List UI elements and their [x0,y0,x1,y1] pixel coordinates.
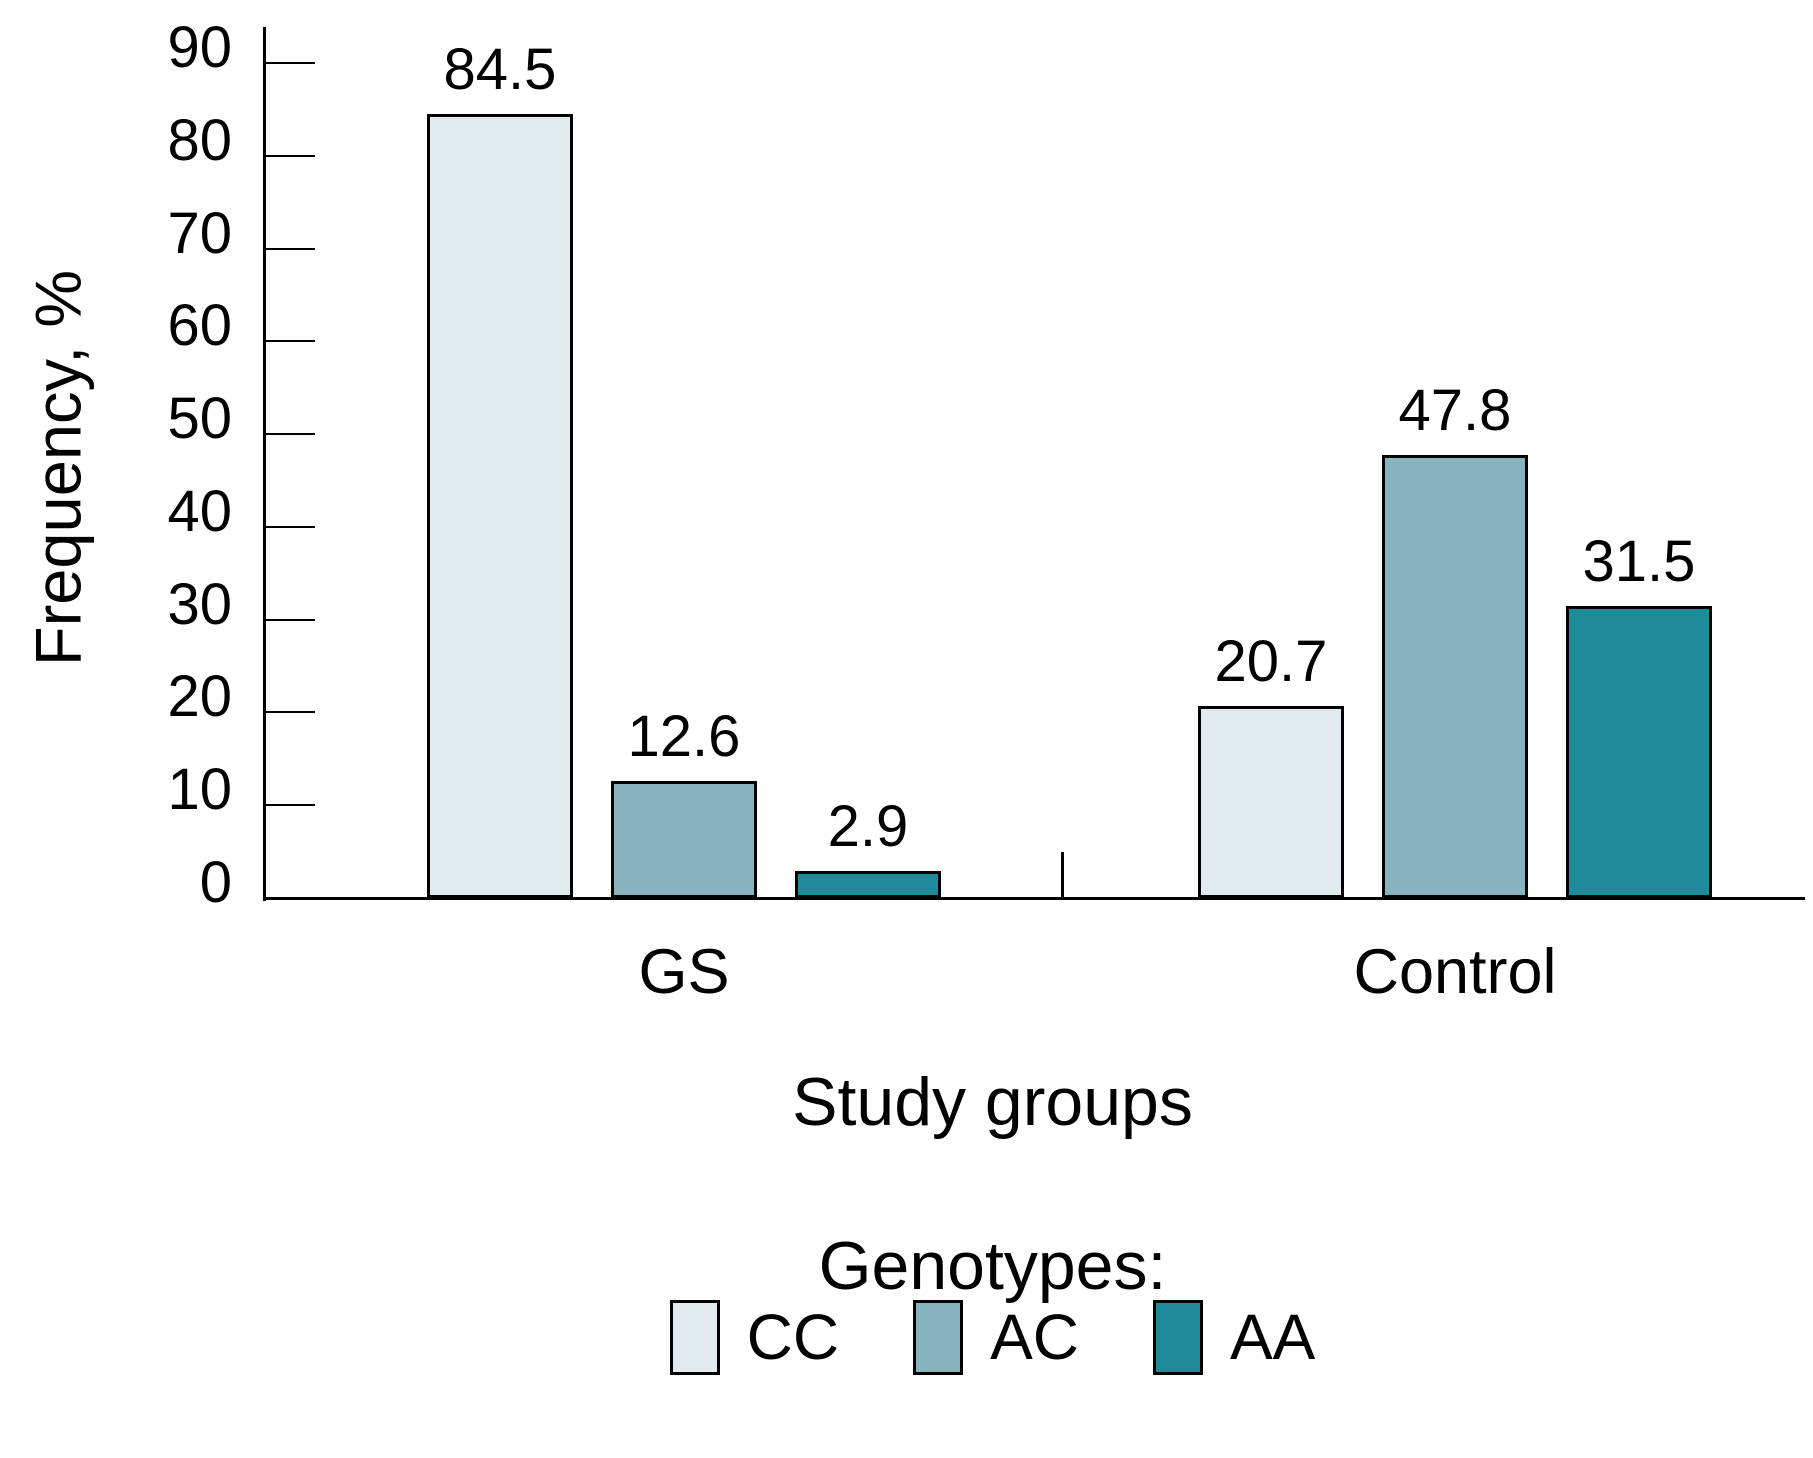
y-tick [266,711,315,714]
legend-swatch-ac [913,1300,964,1375]
legend-item-aa: AA [1152,1300,1316,1375]
y-tick-label: 50 [167,386,232,452]
y-tick [266,525,315,528]
y-tick-label: 70 [167,200,232,266]
bar-value-label: 31.5 [1582,529,1696,594]
bar-value-label: 20.7 [1214,629,1328,694]
legend-item-cc: CC [669,1300,840,1375]
x-axis-group-divider-tick [1061,852,1064,898]
bar-ac-control [1382,455,1528,898]
y-tick-label: 30 [167,571,232,637]
x-category-label-control: Control [1353,937,1557,1007]
legend-item-ac: AC [913,1300,1079,1375]
y-tick-label: 20 [167,664,232,730]
legend-label: AC [990,1301,1079,1373]
y-tick-label: 90 [167,15,232,80]
bar-value-label: 12.6 [627,704,741,769]
y-tick [266,154,315,157]
bar-value-label: 84.5 [443,37,557,102]
legend-label: AA [1229,1301,1316,1373]
y-tick-label: 0 [199,850,232,915]
y-tick-label: 40 [167,478,232,544]
y-tick [266,62,315,64]
y-tick-label: 10 [167,757,232,823]
x-category-label-gs: GS [638,937,730,1007]
bar-value-label: 47.8 [1398,378,1512,443]
bar-ac-gs [611,781,757,898]
legend-swatch-cc [669,1300,720,1375]
y-tick [266,247,315,250]
y-tick [266,804,315,807]
bar-aa-control [1566,606,1712,898]
bar-value-label: 2.9 [827,794,909,859]
y-tick [266,433,315,436]
legend: CC AC AA [180,1300,1805,1375]
bar-cc-gs [427,114,573,898]
legend-label: CC [746,1301,840,1373]
y-axis-line [263,27,266,901]
y-tick [266,618,315,621]
y-tick [266,340,315,343]
x-axis-title: Study groups [792,1064,1193,1140]
bar-aa-gs [795,871,941,898]
x-axis-line [263,897,1805,900]
y-tick-label: 80 [167,107,232,173]
y-tick-label: 60 [167,293,232,359]
bar-cc-control [1198,706,1344,898]
legend-swatch-aa [1152,1300,1203,1375]
legend-title: Genotypes: [818,1228,1167,1304]
